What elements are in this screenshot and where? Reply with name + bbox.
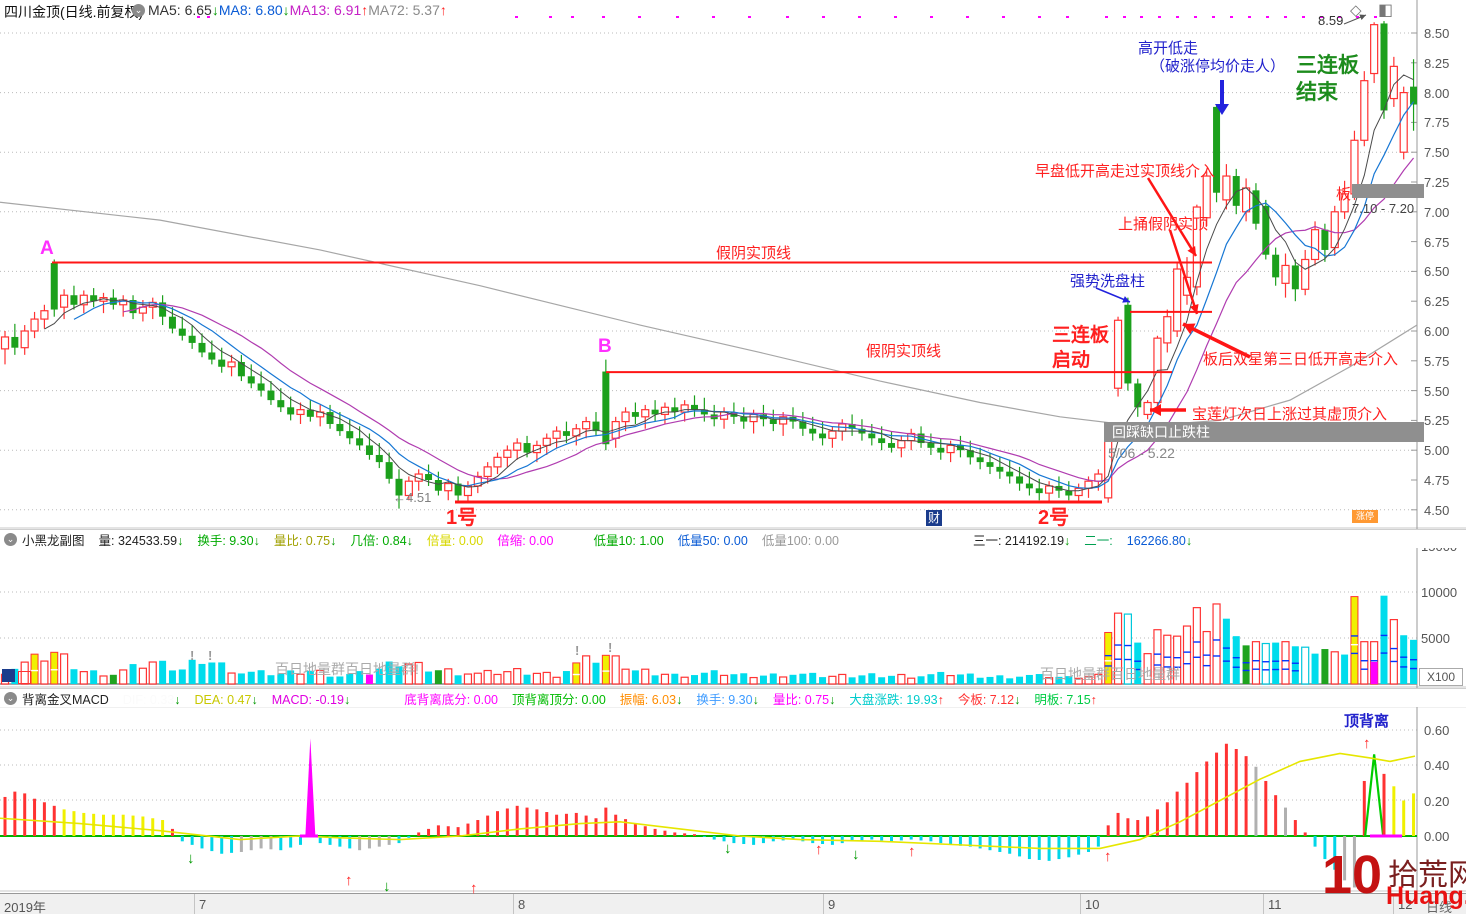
down-arrow-icon: ↓ bbox=[752, 692, 759, 707]
up-arrow-icon: ↑ bbox=[937, 692, 944, 707]
volume-indicator-values: 小黑龙副图 量: 324533.59↓ 换手: 9.30↓ 量比: 0.75↓ 几倍: … bbox=[22, 530, 1206, 549]
time-tick-separator bbox=[513, 894, 514, 914]
ban-price-bar bbox=[1352, 184, 1424, 198]
down-arrow-icon: ↓ bbox=[343, 692, 351, 707]
time-tick-separator bbox=[1080, 894, 1081, 914]
price-tick-label: 7.75 bbox=[1424, 115, 1450, 131]
indicator-item: 今板: 7.12↓ bbox=[957, 692, 1021, 707]
time-tick-label: 12 bbox=[1398, 897, 1413, 912]
down-arrow-icon: ↓ bbox=[406, 533, 413, 548]
price-tick-label: 6.25 bbox=[1424, 294, 1450, 310]
down-arrow-icon: ↓ bbox=[177, 533, 184, 548]
indicator-item: DEA: 0.47↓ bbox=[194, 692, 258, 707]
time-tick-label: 9 bbox=[828, 897, 836, 912]
macd-tick-label: 0.20 bbox=[1424, 793, 1450, 809]
down-arrow-icon: ↓ bbox=[253, 533, 260, 548]
price-tick-label: 6.50 bbox=[1424, 264, 1450, 280]
indicator-item: 低量100: 0.00 bbox=[761, 533, 839, 548]
volume-tick-label: 10000 bbox=[1421, 585, 1458, 600]
price-tick-label: 8.00 bbox=[1424, 85, 1450, 101]
price-tick-label: 8.50 bbox=[1424, 26, 1450, 41]
time-tick-label: 7 bbox=[199, 897, 207, 912]
time-tick-label: 8 bbox=[518, 897, 526, 912]
price-tick-label: 8.25 bbox=[1424, 55, 1450, 71]
indicator-item: 背离金叉MACD bbox=[22, 692, 109, 707]
macd-tick-label: 0.00 bbox=[1424, 829, 1450, 844]
indicator-item: 低量50: 0.00 bbox=[677, 533, 748, 548]
indicator-item: 倍量: 0.00 bbox=[426, 533, 484, 548]
time-axis-strip[interactable]: 2019年 7 8 9 10 11 12 日线 bbox=[0, 893, 1466, 915]
macd-indicator-values: 背离金叉MACD DIF: 0.33↓ DEA: 0.47↓ MACD: -0.19↓… bbox=[22, 689, 1111, 708]
gap-support-bar: 回踩缺口止跌柱 bbox=[1104, 422, 1424, 442]
price-tick-label: 7.50 bbox=[1424, 145, 1450, 161]
indicator-item: 低量10: 1.00 bbox=[593, 533, 664, 548]
indicator-item: 明板: 7.15↑ bbox=[1034, 692, 1097, 707]
price-tick-label: 4.75 bbox=[1424, 473, 1450, 488]
time-tick-separator bbox=[194, 894, 195, 914]
indicator-item: 162266.80↓ bbox=[1126, 533, 1193, 548]
cai-badge[interactable]: 财 bbox=[926, 510, 942, 526]
indicator-item: 小黑龙副图 bbox=[22, 533, 85, 548]
indicator-item: 量比: 0.75↓ bbox=[273, 533, 337, 548]
down-arrow-icon: ↓ bbox=[1014, 692, 1021, 707]
down-arrow-icon: ↓ bbox=[1064, 533, 1071, 548]
price-tick-label: 5.50 bbox=[1424, 383, 1450, 399]
indicator-item: MACD: -0.19↓ bbox=[271, 692, 351, 707]
indicator-item: 二一: bbox=[1084, 533, 1113, 548]
indicator-item: 量: 324533.59↓ bbox=[98, 533, 184, 548]
limit-up-badge: 涨停 bbox=[1352, 510, 1378, 523]
volume-collapse-icon[interactable]: ⌄ bbox=[4, 532, 17, 546]
price-tick-label: 5.25 bbox=[1424, 413, 1450, 429]
down-arrow-icon: ↓ bbox=[1185, 533, 1193, 548]
macd-collapse-icon[interactable]: ⌄ bbox=[4, 691, 17, 705]
macd-panel-header: ⌄ 背离金叉MACD DIF: 0.33↓ DEA: 0.47↓ MACD: -0.1… bbox=[0, 688, 1466, 707]
price-tick-label: 7.00 bbox=[1424, 204, 1450, 220]
down-arrow-icon: ↓ bbox=[330, 533, 337, 548]
indicator-item: 换手: 9.30↓ bbox=[197, 533, 260, 548]
up-arrow-icon: ↑ bbox=[1090, 692, 1097, 707]
time-tick-label: 2019年 bbox=[4, 900, 46, 915]
time-tick-label: 11 bbox=[1268, 897, 1282, 912]
period-label: 日线 bbox=[1426, 900, 1453, 915]
indicator-item: 振幅: 6.03↓ bbox=[619, 692, 683, 707]
time-tick-separator bbox=[1263, 894, 1264, 914]
indicator-item: 换手: 9.30↓ bbox=[696, 692, 759, 707]
indicator-item: 大盘涨跌: 19.93↑ bbox=[849, 692, 944, 707]
macd-tick-label: 0.40 bbox=[1424, 758, 1450, 773]
down-arrow-icon: ↓ bbox=[676, 692, 683, 707]
down-arrow-icon: ↓ bbox=[251, 692, 258, 707]
indicator-item: 量比: 0.75↓ bbox=[772, 692, 836, 707]
price-tick-label: 6.75 bbox=[1424, 234, 1450, 250]
time-tick-separator bbox=[823, 894, 824, 914]
indicator-item: 倍缩: 0.00 bbox=[497, 533, 554, 548]
indicator-item: 底背离底分: 0.00 bbox=[404, 692, 498, 707]
indicator-item: 几倍: 0.84↓ bbox=[350, 533, 413, 548]
indicator-item: 顶背离顶分: 0.00 bbox=[512, 692, 606, 707]
price-tick-label: 5.00 bbox=[1424, 443, 1450, 459]
volume-tick-label: 5000 bbox=[1421, 631, 1450, 646]
price-tick-label: 7.25 bbox=[1424, 175, 1450, 190]
time-tick-label: 10 bbox=[1085, 897, 1100, 912]
down-arrow-icon: ↓ bbox=[829, 692, 836, 707]
volume-panel-header: ⌄ 小黑龙副图 量: 324533.59↓ 换手: 9.30↓ 量比: 0.75↓ 几倍… bbox=[0, 529, 1466, 548]
price-tick-label: 6.00 bbox=[1424, 324, 1450, 339]
indicator-item: 三一: 214192.19↓ bbox=[972, 533, 1071, 548]
time-tick-separator bbox=[1393, 894, 1394, 914]
price-tick-label: 5.75 bbox=[1424, 353, 1450, 369]
down-arrow-icon: ↓ bbox=[174, 692, 181, 707]
price-tick-label: 4.50 bbox=[1424, 502, 1450, 518]
indicator-item: DIF: 0.33↓ bbox=[122, 692, 181, 707]
macd-tick-label: 0.60 bbox=[1424, 722, 1450, 738]
